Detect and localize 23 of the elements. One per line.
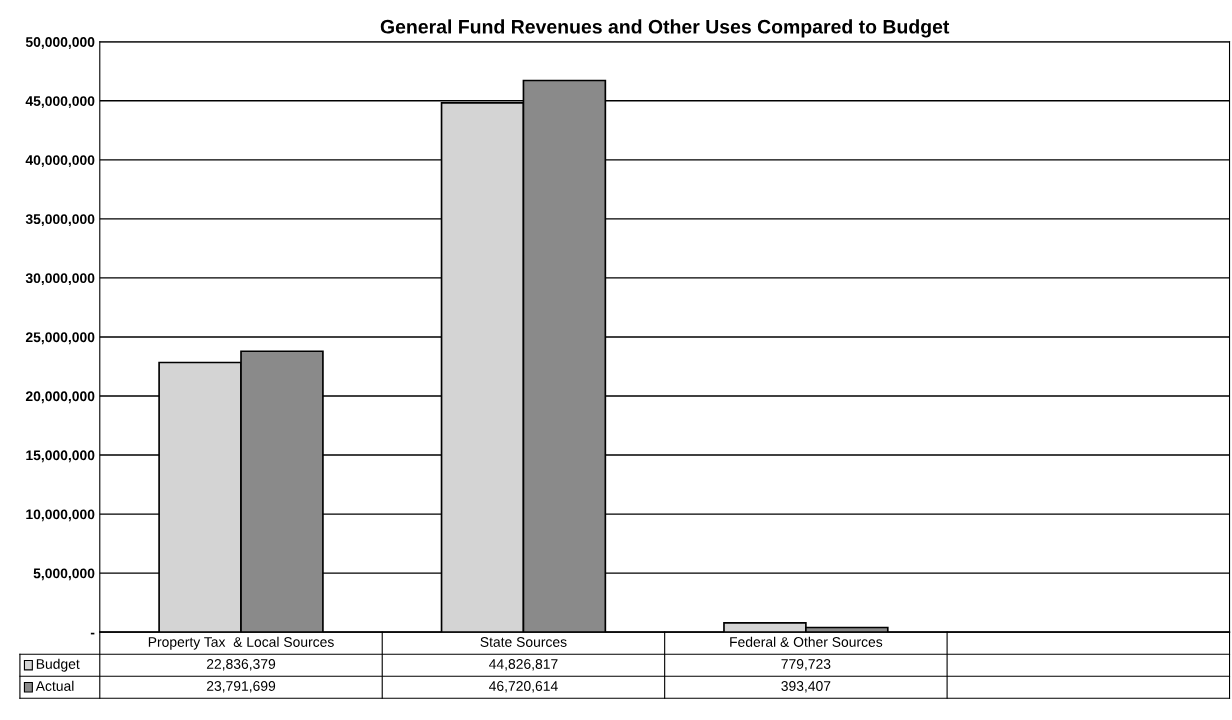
data-label: 23,791,699: [206, 681, 276, 693]
y-tick-label: 35,000,000: [25, 214, 95, 227]
y-tick-label: 20,000,000: [25, 391, 95, 404]
y-tick-label: 45,000,000: [25, 96, 95, 108]
chart-title: General Fund Revenues and Other Uses Compared to Budget: [380, 19, 950, 38]
x-tick-label: Federal & Other Sources: [730, 636, 883, 647]
y-tick-label: 30,000,000: [25, 273, 95, 286]
y-tick-label: 40,000,000: [25, 155, 95, 168]
data-label: 779,723: [781, 659, 831, 671]
y-tick-label: 5,000,000: [33, 568, 95, 581]
data-label: 46,720,614: [489, 681, 558, 693]
x-tick-label: Property Tax & Local Sources: [148, 636, 334, 650]
y-tick-label: 25,000,000: [25, 332, 95, 345]
data-label: 44,826,817: [489, 659, 558, 671]
data-label: 22,836,379: [206, 659, 276, 671]
y-tick-label: 15,000,000: [26, 450, 95, 463]
y-tick-label: 10,000,000: [26, 509, 95, 522]
legend-label: Budget: [36, 658, 80, 672]
y-tick-label: 50,000,000: [25, 37, 95, 49]
legend-label: Actual: [35, 680, 74, 691]
y-tick-label: -: [90, 632, 95, 635]
x-tick-label: State Sources: [480, 637, 567, 647]
data-label: 393,407: [781, 681, 831, 693]
